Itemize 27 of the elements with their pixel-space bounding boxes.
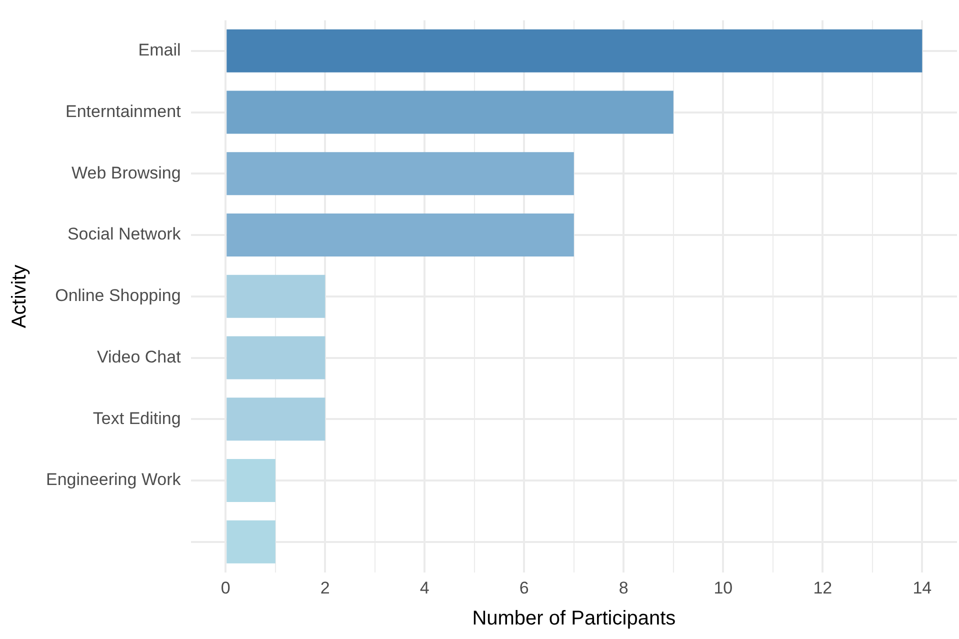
x-tick-label: 10 bbox=[714, 578, 733, 598]
bar bbox=[226, 214, 574, 257]
x-tick-label: 6 bbox=[519, 578, 529, 598]
y-tick-label: Enterntainment bbox=[66, 102, 182, 121]
y-tick-label: Online Shopping bbox=[55, 286, 181, 306]
bar bbox=[226, 274, 326, 318]
y-tick-label: Social Network bbox=[67, 224, 182, 244]
x-tick-label: 14 bbox=[912, 578, 932, 598]
x-tick-label: 8 bbox=[618, 578, 628, 598]
bar bbox=[226, 398, 326, 441]
x-tick-label: 2 bbox=[320, 578, 330, 598]
x-tick-label: 0 bbox=[220, 578, 230, 598]
y-tick-label: Video Chat bbox=[97, 347, 182, 366]
y-tick-label: Email bbox=[138, 40, 181, 60]
bar bbox=[226, 90, 674, 134]
x-axis-title: Number of Participants bbox=[472, 608, 676, 630]
y-tick-label: Text Editing bbox=[92, 408, 181, 428]
bar bbox=[226, 336, 326, 380]
x-tick-label: 12 bbox=[813, 578, 832, 598]
bar bbox=[226, 29, 922, 72]
y-tick-label: Web Browsing bbox=[72, 163, 181, 182]
bar bbox=[226, 152, 574, 196]
y-axis-title: Activity bbox=[8, 264, 31, 328]
y-tick-label: Engineering Work bbox=[46, 470, 182, 490]
bar bbox=[226, 520, 276, 564]
x-tick-label: 4 bbox=[420, 578, 430, 598]
bar bbox=[226, 459, 276, 502]
